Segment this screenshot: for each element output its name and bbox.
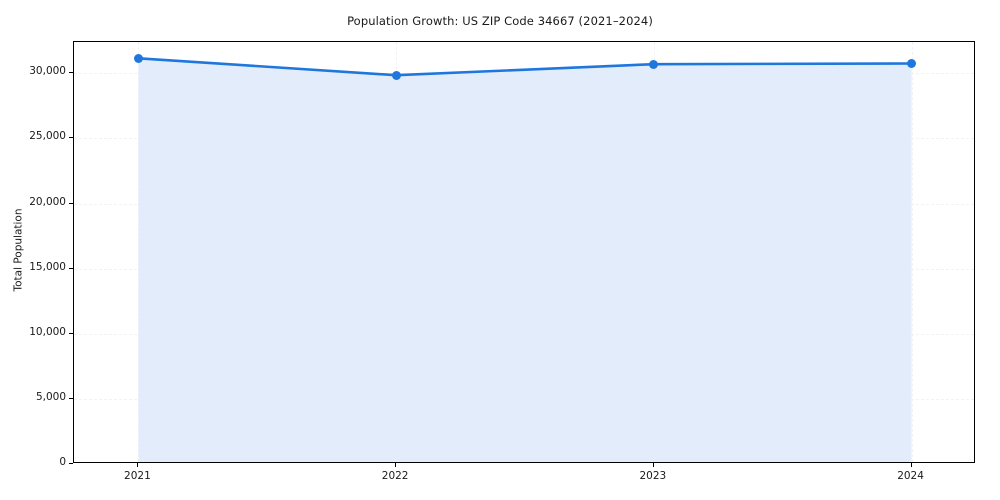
y-axis-tick-label: 0 xyxy=(59,456,66,468)
x-axis-tick-label: 2022 xyxy=(381,470,409,482)
gridline-vertical xyxy=(911,42,913,462)
y-axis-tick-mark xyxy=(69,137,73,139)
y-axis-tick-mark xyxy=(69,463,73,464)
y-axis-tick-mark xyxy=(69,332,73,334)
y-axis-tick-mark xyxy=(69,267,73,269)
y-axis-tick-label: 30,000 xyxy=(29,65,66,78)
data-point-marker xyxy=(907,58,917,68)
data-point-marker xyxy=(649,59,659,69)
x-axis-tick-mark xyxy=(395,463,397,467)
x-axis-tick-label: 2021 xyxy=(124,470,151,482)
line-path xyxy=(137,56,913,77)
x-axis-tick-mark xyxy=(652,463,654,467)
y-axis-tick-mark xyxy=(69,72,73,74)
x-axis-tick-label: 2024 xyxy=(897,470,924,482)
area-fill xyxy=(138,58,912,462)
y-axis-tick-label: 5,000 xyxy=(35,390,66,403)
chart-title: Population Growth: US ZIP Code 34667 (20… xyxy=(347,14,653,28)
line-series-layer xyxy=(74,42,974,462)
y-axis-tick-label: 10,000 xyxy=(29,325,66,338)
area-fill-layer xyxy=(74,42,974,462)
x-axis-tick-mark xyxy=(910,463,912,467)
plot-area xyxy=(73,41,975,463)
y-axis-tick-label: 25,000 xyxy=(29,130,66,143)
y-axis-tick-mark xyxy=(69,202,73,204)
data-point-marker xyxy=(133,53,143,63)
area-fill-polygon xyxy=(138,58,912,462)
data-point-marker xyxy=(391,70,401,80)
y-axis-title-text: Total Population xyxy=(13,208,25,292)
y-axis-tick-mark xyxy=(69,397,73,399)
y-axis-tick-label: 20,000 xyxy=(29,195,66,208)
y-axis-tick-label: 15,000 xyxy=(29,260,66,273)
x-axis-tick-label: 2023 xyxy=(639,470,667,482)
x-axis-tick-mark xyxy=(137,463,139,467)
line-series xyxy=(137,56,913,77)
